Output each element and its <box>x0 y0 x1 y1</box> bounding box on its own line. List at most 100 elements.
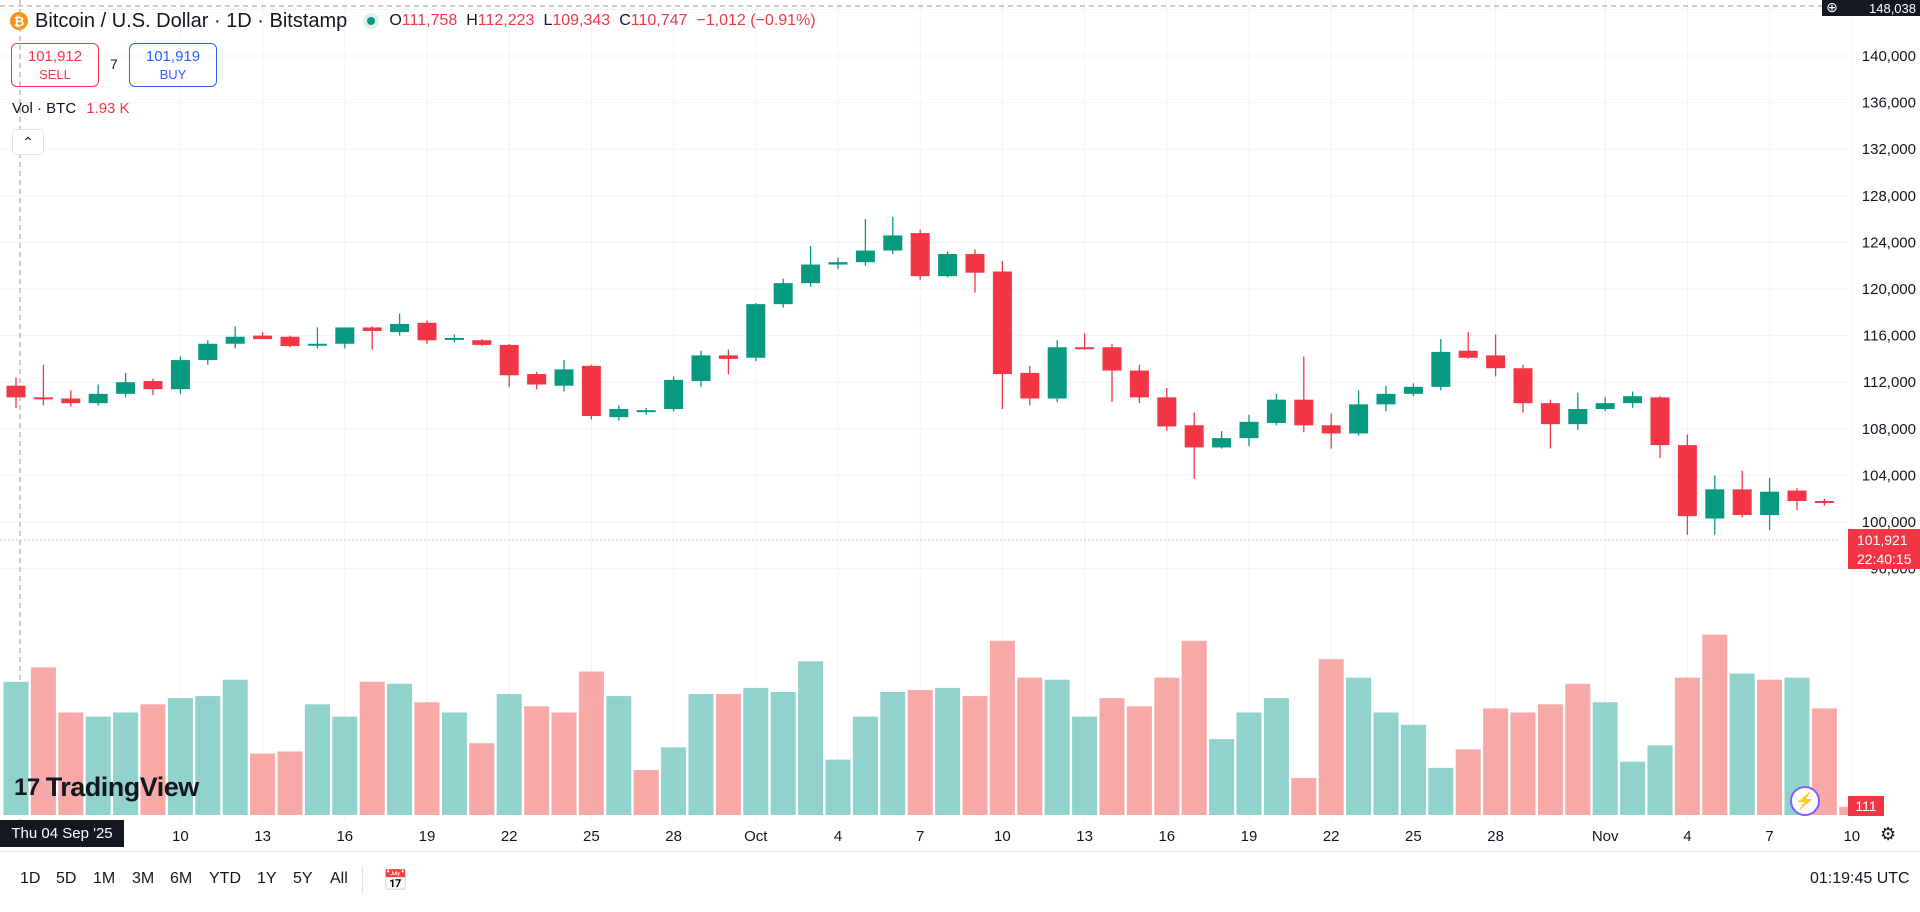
range-1d-button[interactable]: 1D <box>20 870 41 887</box>
last-volume-badge: 111 <box>1848 796 1884 816</box>
candle-body <box>1075 347 1095 350</box>
volume-bar <box>1291 778 1317 815</box>
volume-legend[interactable]: Vol · BTC 1.93 K <box>12 100 130 117</box>
candle-body <box>1376 393 1396 405</box>
candle-body <box>61 398 81 404</box>
volume-bar <box>277 751 303 815</box>
volume-bar <box>387 683 413 815</box>
volume-bar <box>1702 634 1728 815</box>
volume-bar <box>1263 698 1289 815</box>
volume-bar <box>1236 712 1262 815</box>
range-all-button[interactable]: All <box>330 870 348 887</box>
candle-body <box>992 271 1012 375</box>
candle-body <box>1705 489 1725 519</box>
buy-button[interactable]: 101,919 BUY <box>129 43 217 87</box>
candle-body <box>828 262 848 265</box>
ai-spark-icon[interactable]: ⚡ <box>1790 786 1820 816</box>
candle-body <box>1540 403 1560 425</box>
time-axis-label: 7 <box>916 828 924 845</box>
sell-button[interactable]: 101,912 SELL <box>11 43 99 87</box>
volume-bar <box>633 769 659 815</box>
date-range-calendar-icon[interactable]: 📅 <box>383 870 408 892</box>
volume-bar <box>1126 706 1152 815</box>
candle-body <box>746 304 766 358</box>
high-value: 112,223 <box>477 12 535 29</box>
symbol-header[interactable]: ₿ Bitcoin / U.S. Dollar · 1D · Bitstamp … <box>10 8 816 34</box>
candle-body <box>1568 408 1588 425</box>
candle-body <box>1321 425 1341 434</box>
volume-bar <box>140 704 166 815</box>
add-alert-plus-icon[interactable]: ⊕ <box>1826 0 1838 15</box>
volume-bar <box>1483 708 1509 815</box>
range-1y-button[interactable]: 1Y <box>257 870 277 887</box>
candle-body <box>6 385 26 398</box>
collapse-legend-button[interactable]: ⌃ <box>12 129 44 155</box>
range-1m-button[interactable]: 1M <box>93 870 116 887</box>
volume-bar <box>962 696 988 815</box>
candle-body <box>499 344 519 376</box>
volume-bar <box>1620 761 1646 815</box>
candle-body <box>1157 397 1177 427</box>
volume-bar <box>1099 698 1125 815</box>
volume-bar <box>332 716 358 815</box>
symbol-title[interactable]: Bitcoin / U.S. Dollar · 1D · Bitstamp <box>35 9 348 32</box>
time-axis-label: 25 <box>1405 828 1422 845</box>
volume-bar <box>989 640 1015 815</box>
candle-body <box>581 365 601 416</box>
crosshair-price-label: 148,038 <box>1822 0 1920 16</box>
time-axis-label: 4 <box>834 828 842 845</box>
volume-bar <box>1428 767 1454 815</box>
volume-bar <box>30 667 56 815</box>
volume-bar <box>1346 677 1372 815</box>
range-5y-button[interactable]: 5Y <box>293 870 313 887</box>
time-axis-label: 7 <box>1765 828 1773 845</box>
last-price-value: 101,921 <box>1857 532 1908 548</box>
volume-bar <box>578 671 604 815</box>
volume-bar <box>551 712 577 815</box>
bottom-toolbar: 1D 5D 1M 3M 6M YTD 1Y 5Y All 📅 01:19:45 … <box>0 851 1920 912</box>
range-3m-button[interactable]: 3M <box>132 870 155 887</box>
volume-bar <box>907 689 933 815</box>
tradingview-logo[interactable]: 17 TradingView <box>14 772 199 803</box>
price-axis-label: 124,000 <box>1862 234 1916 251</box>
volume-bar <box>1729 673 1755 815</box>
utc-clock[interactable]: 01:19:45 UTC <box>1810 870 1910 887</box>
toolbar-divider <box>362 866 363 894</box>
price-axis-label: 104,000 <box>1862 467 1916 484</box>
low-value: 109,343 <box>552 12 611 29</box>
open-label: O <box>389 12 402 29</box>
volume-bar <box>1592 702 1618 815</box>
candle-body <box>1102 347 1122 371</box>
range-6m-button[interactable]: 6M <box>170 870 193 887</box>
volume-bar <box>1154 677 1180 815</box>
open-value: 111,758 <box>401 12 458 29</box>
candle-body <box>1458 350 1478 358</box>
price-axis[interactable]: 96,000100,000104,000108,000112,000116,00… <box>1862 48 1916 578</box>
close-label: C <box>619 12 631 29</box>
price-chart[interactable]: 96,000100,000104,000108,000112,000116,00… <box>0 0 1920 851</box>
volume-bar <box>1455 749 1481 815</box>
time-axis-label: 28 <box>1487 828 1504 845</box>
time-axis-label: Nov <box>1592 828 1619 845</box>
range-5d-button[interactable]: 5D <box>56 870 77 887</box>
range-ytd-button[interactable]: YTD <box>209 870 241 887</box>
candle-body <box>1732 489 1752 516</box>
volume-bar <box>715 694 741 815</box>
tradingview-logo-icon: 17 <box>14 773 40 801</box>
candle-body <box>1486 355 1506 369</box>
volume-bar <box>359 681 385 815</box>
settings-gear-icon[interactable]: ⚙ <box>1880 824 1897 844</box>
time-axis[interactable]: 10 13 16 19 22 25 28 Oct 4 7 10 13 16 19 22 25 28 Nov 4 7 10 <box>172 828 1860 845</box>
time-axis-label: 4 <box>1683 828 1691 845</box>
market-status-icon[interactable] <box>363 13 380 29</box>
candle-body <box>280 336 300 347</box>
volume-bar <box>304 704 330 815</box>
time-axis-label: 22 <box>1323 828 1340 845</box>
candle-body <box>527 374 547 385</box>
candle-body <box>1294 399 1314 426</box>
time-axis-label: 19 <box>419 828 436 845</box>
volume-bar <box>935 687 961 815</box>
bitcoin-icon: ₿ <box>10 12 28 30</box>
candle-body <box>664 379 684 409</box>
candle-body <box>718 355 738 359</box>
